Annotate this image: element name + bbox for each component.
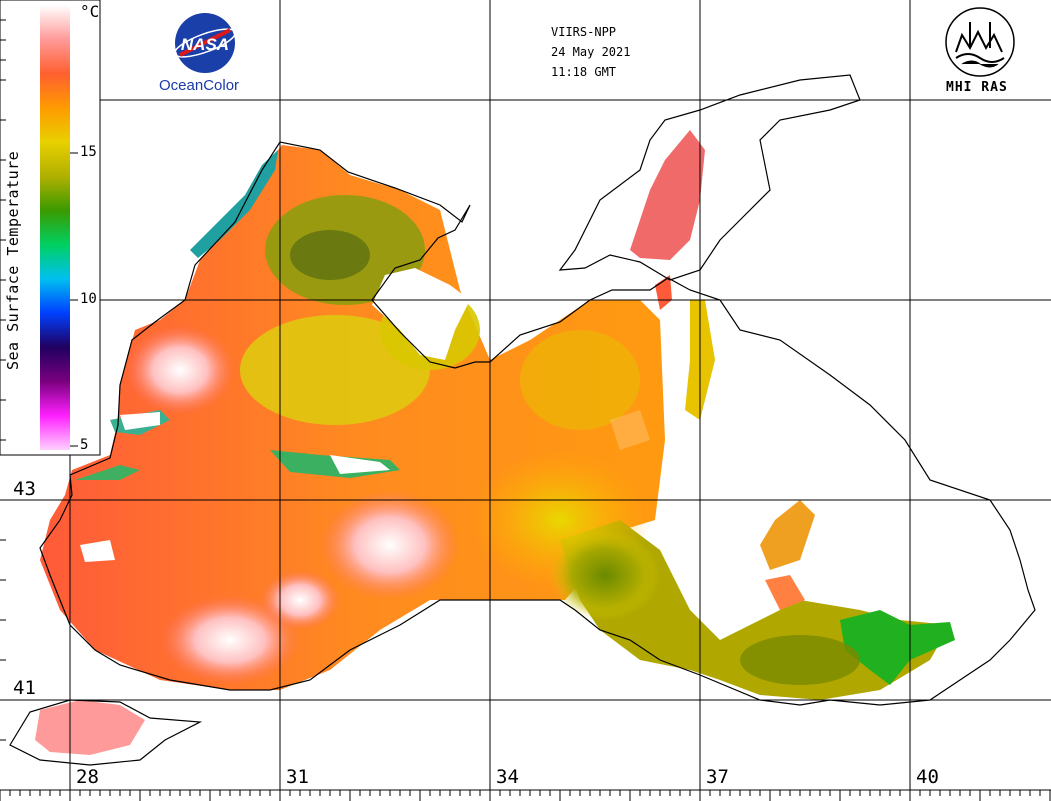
coastline-black-sea [39,141,1036,706]
marmara-sea-patch [35,700,145,755]
lon-label-34: 34 [496,766,519,788]
nasa-logo: NASA [174,13,236,73]
sensor-label: VIIRS-NPP [551,25,617,39]
colorbar [0,0,101,741]
date-label: 24 May 2021 [551,45,631,59]
south-hot-spot [320,490,460,600]
azov-sea-patch [630,130,705,260]
institute-label: MHI RAS [946,80,1008,95]
nasa-text: NASA [181,35,229,54]
lat-label-41: 41 [13,677,36,699]
colorbar-tick-10: 10 [80,291,97,307]
coastline-bosphorus [9,699,203,766]
land-and-clouds [80,268,650,562]
colorbar-gradient [40,5,70,450]
central-cool-eddy [550,530,660,620]
oceancolor-caption: OceanColor [159,77,240,94]
colorbar-title: Sea Surface Temperature [4,150,22,370]
lon-label-28: 28 [76,766,99,788]
sea-temperature-field [35,130,955,755]
lon-label-40: 40 [916,766,939,788]
west-hot-spot [125,325,235,415]
bottom-ruler [0,789,1051,801]
nw-coastal-cold [190,150,278,258]
mhi-logo [945,7,1015,77]
colorbar-unit: °C [80,2,100,21]
coastline [9,74,1036,766]
time-label: 11:18 GMT [551,65,617,79]
cloud-west [120,412,160,430]
colorbar-tick-5: 5 [80,437,89,453]
colorbar-tick-15: 15 [80,144,97,160]
lon-label-31: 31 [286,766,309,788]
coastline-azov [558,74,861,281]
lon-label-37: 37 [706,766,729,788]
crimea-west-yellow [240,315,430,425]
se-cold-patch [840,610,955,685]
crimea-peninsula [372,268,470,360]
lat-label-43: 43 [13,478,36,500]
